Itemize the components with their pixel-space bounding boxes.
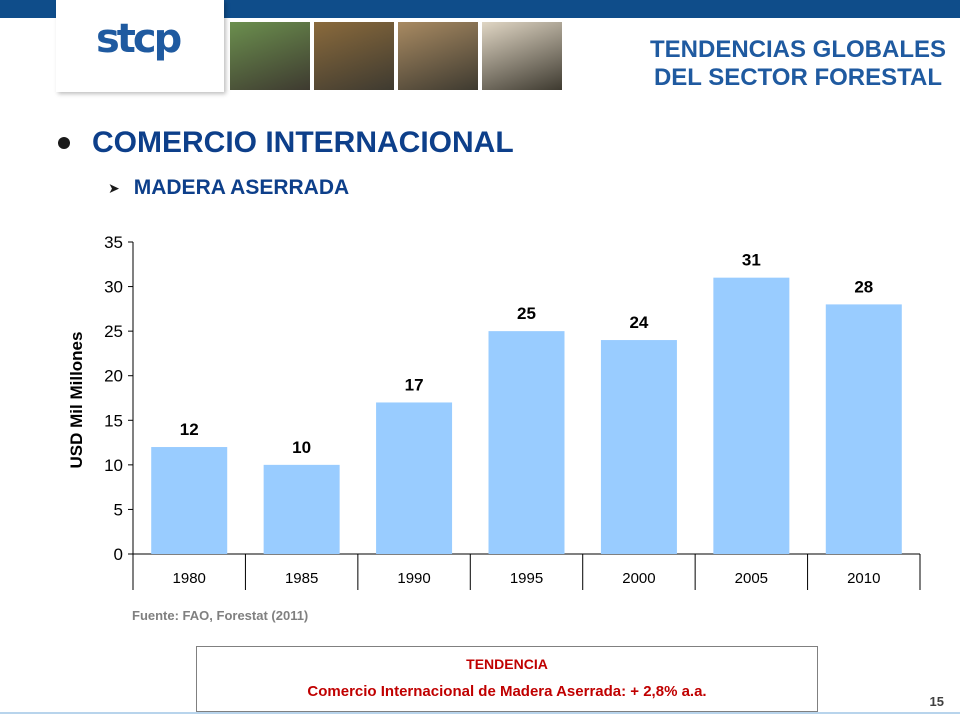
- logo-text: stcp: [96, 16, 182, 62]
- header-title: TENDENCIAS GLOBALES DEL SECTOR FORESTAL: [650, 36, 946, 92]
- y-axis-title: USD Mil Millones: [67, 332, 86, 469]
- x-tick-label: 2005: [735, 570, 768, 587]
- x-tick-label: 2000: [622, 570, 655, 587]
- bottom-divider: [0, 712, 960, 714]
- bar: [600, 340, 677, 554]
- trend-text: Comercio Internacional de Madera Aserrad…: [307, 683, 707, 700]
- harvester-photo: [314, 22, 394, 90]
- y-tick-label: 5: [114, 500, 123, 519]
- y-tick-label: 35: [104, 233, 123, 252]
- main-bullet: COMERCIO INTERNACIONAL: [58, 126, 514, 160]
- forest-photo: [230, 22, 310, 90]
- x-tick-label: 1995: [510, 570, 543, 587]
- y-tick-label: 10: [104, 456, 123, 475]
- bar: [713, 277, 790, 554]
- trend-title: TENDENCIA: [466, 656, 548, 672]
- data-label: 28: [854, 277, 873, 296]
- header-title-line1: TENDENCIAS GLOBALES: [649, 36, 946, 63]
- data-label: 12: [180, 420, 199, 439]
- sawmill-photo: [398, 22, 478, 90]
- main-heading: COMERCIO INTERNACIONAL: [92, 126, 514, 159]
- arrow-bullet-icon: ➤: [108, 179, 120, 196]
- page-number: 15: [929, 694, 944, 709]
- header-title-line2: DEL SECTOR FORESTAL: [653, 64, 942, 91]
- data-label: 25: [517, 304, 536, 323]
- bar: [488, 331, 565, 554]
- y-tick-label: 0: [114, 545, 123, 564]
- bar: [263, 464, 340, 554]
- y-tick-label: 15: [104, 411, 123, 430]
- boards-photo: [482, 22, 562, 90]
- data-label: 10: [292, 438, 311, 457]
- logo: stcp: [56, 0, 224, 92]
- bar-chart: 0 5 10 15 20 25 30 35 USD Mil Millones 12 1980 10 19…: [67, 233, 921, 590]
- y-tick-label: 20: [104, 367, 123, 386]
- source-note: Fuente: FAO, Forestat (2011): [132, 608, 309, 623]
- sub-heading: MADERA ASERRADA: [133, 176, 350, 199]
- bar: [151, 447, 228, 554]
- y-tick-label: 25: [104, 322, 123, 341]
- data-label: 24: [629, 313, 648, 332]
- data-label: 17: [405, 375, 424, 394]
- x-tick-label: 1980: [173, 570, 206, 587]
- data-label: 31: [742, 251, 761, 270]
- sub-bullet: ➤ MADERA ASERRADA: [108, 176, 349, 200]
- bar: [376, 402, 453, 554]
- trend-box: TENDENCIA Comercio Internacional de Made…: [196, 646, 818, 712]
- top-bar: [0, 0, 960, 18]
- x-tick-label: 1985: [285, 570, 318, 587]
- bar: [825, 304, 902, 554]
- x-tick-label: 1990: [397, 570, 430, 587]
- bullet-dot-icon: [58, 137, 70, 149]
- header-photo-strip: [230, 22, 562, 90]
- y-tick-label: 30: [104, 278, 123, 297]
- x-tick-label: 2010: [847, 570, 880, 587]
